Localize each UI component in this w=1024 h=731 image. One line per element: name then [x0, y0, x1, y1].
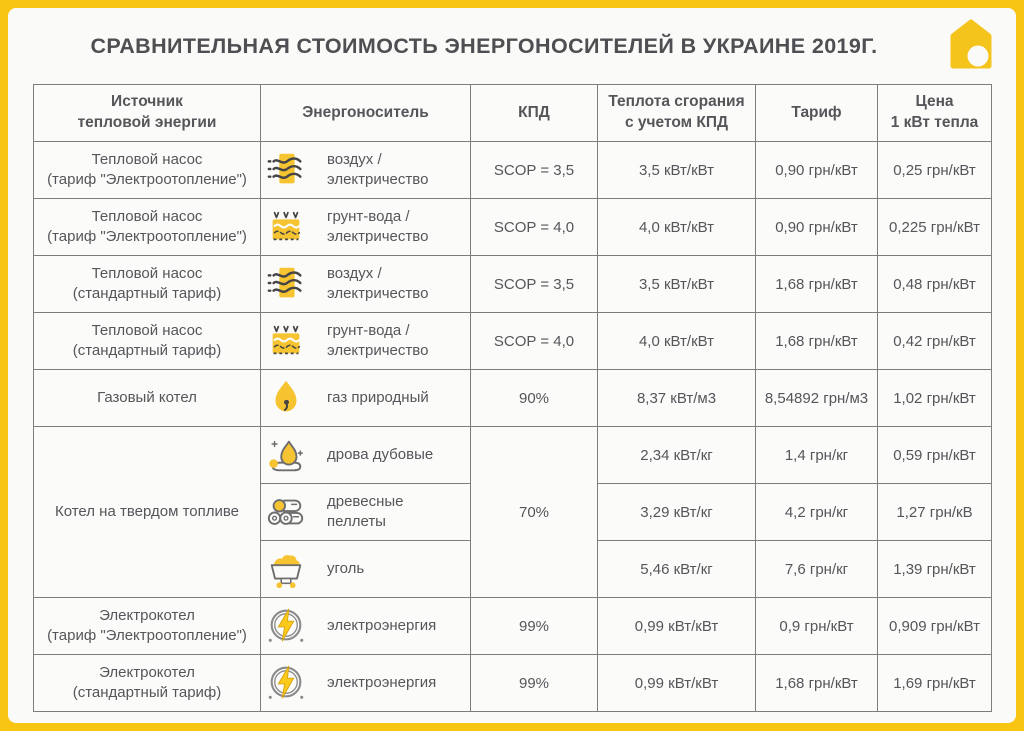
price-cell: 1,39 грн/кВт — [877, 540, 992, 598]
source-cell: Электрокотел (стандартный тариф) — [33, 654, 261, 712]
heat-cell: 4,0 кВт/кВт — [597, 198, 756, 256]
table-row: Тепловой насос (тариф "Электроотопление"… — [33, 141, 992, 199]
gas-flame-icon — [265, 377, 307, 419]
header-carrier: Энергоноситель — [260, 84, 471, 142]
carrier-label: дрова дубовые — [327, 445, 434, 463]
heat-cell: 0,99 кВт/кВт — [597, 654, 756, 712]
electricity-icon — [265, 662, 307, 704]
carrier-cell: грунт-вода / электричество — [260, 198, 471, 256]
air-icon — [265, 263, 307, 305]
ground-water-icon — [265, 320, 307, 362]
price-cell: 0,909 грн/кВт — [877, 597, 992, 655]
carrier-cell: грунт-вода / электричество — [260, 312, 471, 370]
electricity-icon — [265, 605, 307, 647]
tariff-cell: 0,90 грн/кВт — [755, 198, 878, 256]
table-row: Газовый котел газ природный 90% — [33, 369, 992, 427]
carrier-cell: уголь — [260, 540, 471, 598]
kpd-cell: 90% — [470, 369, 598, 427]
poster-content: СРАВНИТЕЛЬНАЯ СТОИМОСТЬ ЭНЕРГОНОСИТЕЛЕЙ … — [8, 8, 1016, 723]
source-cell: Тепловой насос (тариф "Электроотопление"… — [33, 141, 261, 199]
header-heat: Теплота сгорания с учетом КПД — [597, 84, 756, 142]
header-source: Источник тепловой энергии — [33, 84, 261, 142]
header-price: Цена 1 кВт тепла — [877, 84, 992, 142]
table-header-row: Источник тепловой энергии Энергоноситель… — [33, 84, 992, 142]
kpd-cell: SCOP = 4,0 — [470, 312, 598, 370]
table-row: уголь 5,46 кВт/кг 7,6 грн/кг 1,39 грн/кВ… — [34, 540, 992, 598]
carrier-label: электроэнергия — [327, 673, 437, 691]
kpd-cell: 99% — [470, 597, 598, 655]
carrier-cell: электроэнергия — [260, 597, 471, 655]
kpd-cell: SCOP = 4,0 — [470, 198, 598, 256]
table-row: Электрокотел (стандартный тариф) — [33, 654, 992, 712]
tariff-cell: 0,90 грн/кВт — [755, 141, 878, 199]
carrier-cell: дрова дубовые — [260, 426, 471, 484]
carrier-cell: воздух / электричество — [260, 255, 471, 313]
source-cell: Тепловой насос (стандартный тариф) — [33, 255, 261, 313]
price-cell: 0,225 грн/кВт — [877, 198, 992, 256]
carrier-cell: древесные пеллеты — [260, 483, 471, 541]
price-cell: 1,27 грн/кВ — [877, 483, 992, 541]
price-cell: 1,69 грн/кВт — [877, 654, 992, 712]
price-cell: 0,59 грн/кВт — [877, 426, 992, 484]
tariff-cell: 4,2 грн/кг — [755, 483, 878, 541]
kpd-cell: SCOP = 3,5 — [470, 141, 598, 199]
heat-cell: 3,29 кВт/кг — [597, 483, 756, 541]
wood-fire-icon — [265, 434, 307, 476]
carrier-label: уголь — [327, 559, 365, 577]
source-cell: Тепловой насос (стандартный тариф) — [33, 312, 261, 370]
table-row: Котел на твердом топливе дрова дубовые — [33, 426, 992, 598]
price-cell: 0,42 грн/кВт — [877, 312, 992, 370]
ground-water-icon — [265, 206, 307, 248]
table-row: Тепловой насос (стандартный тариф) — [33, 255, 992, 313]
price-cell: 1,02 грн/кВт — [877, 369, 992, 427]
table-row: Электрокотел (тариф "Электроотопление") — [33, 597, 992, 655]
tariff-cell: 1,4 грн/кг — [755, 426, 878, 484]
page-title: СРАВНИТЕЛЬНАЯ СТОИМОСТЬ ЭНЕРГОНОСИТЕЛЕЙ … — [90, 34, 878, 58]
carrier-cell: электроэнергия — [260, 654, 471, 712]
source-cell: Электрокотел (тариф "Электроотопление") — [33, 597, 261, 655]
source-cell: Газовый котел — [33, 369, 261, 427]
source-cell: Котел на твердом топливе — [33, 426, 261, 598]
heat-cell: 3,5 кВт/кВт — [597, 141, 756, 199]
tariff-cell: 0,9 грн/кВт — [755, 597, 878, 655]
heat-cell: 0,99 кВт/кВт — [597, 597, 756, 655]
carrier-label: древесные пеллеты — [327, 492, 404, 530]
tariff-cell: 1,68 грн/кВт — [755, 312, 878, 370]
kpd-cell: 99% — [470, 654, 598, 712]
tariff-cell: 1,68 грн/кВт — [755, 654, 878, 712]
kpd-cell: SCOP = 3,5 — [470, 255, 598, 313]
carrier-cell: воздух / электричество — [260, 141, 471, 199]
header-kpd: КПД — [470, 84, 598, 142]
carrier-label: грунт-вода / электричество — [327, 321, 429, 359]
energy-cost-table: Источник тепловой энергии Энергоноситель… — [33, 84, 992, 712]
heat-cell: 4,0 кВт/кВт — [597, 312, 756, 370]
price-cell: 0,48 грн/кВт — [877, 255, 992, 313]
house-logo-icon — [950, 19, 992, 69]
tariff-cell: 1,68 грн/кВт — [755, 255, 878, 313]
carrier-label: воздух / электричество — [327, 150, 429, 188]
coal-icon — [265, 548, 307, 590]
price-cell: 0,25 грн/кВт — [877, 141, 992, 199]
carrier-cell: газ природный — [260, 369, 471, 427]
heat-cell: 3,5 кВт/кВт — [597, 255, 756, 313]
table-row: Тепловой насос (стандартный тариф) — [33, 312, 992, 370]
kpd-cell: 70% — [470, 426, 598, 598]
tariff-cell: 7,6 грн/кг — [755, 540, 878, 598]
table-row: Тепловой насос (тариф "Электроотопление"… — [33, 198, 992, 256]
carrier-label: воздух / электричество — [327, 264, 429, 302]
air-icon — [265, 149, 307, 191]
header-tariff: Тариф — [755, 84, 878, 142]
heat-cell: 8,37 кВт/м3 — [597, 369, 756, 427]
source-cell: Тепловой насос (тариф "Электроотопление"… — [33, 198, 261, 256]
heat-cell: 2,34 кВт/кг — [597, 426, 756, 484]
carrier-label: газ природный — [327, 388, 429, 406]
table-row: древесные пеллеты 3,29 кВт/кг 4,2 грн/кг… — [34, 483, 992, 541]
heat-cell: 5,46 кВт/кг — [597, 540, 756, 598]
carrier-label: грунт-вода / электричество — [327, 207, 429, 245]
carrier-label: электроэнергия — [327, 616, 437, 634]
pellets-icon — [265, 491, 307, 533]
tariff-cell: 8,54892 грн/м3 — [755, 369, 878, 427]
